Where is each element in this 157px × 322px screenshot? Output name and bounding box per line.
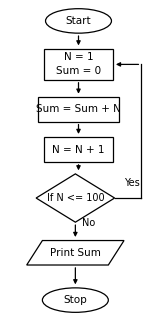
Text: No: No [82, 218, 95, 228]
Ellipse shape [46, 9, 111, 33]
Text: Stop: Stop [63, 295, 87, 305]
Text: Print Sum: Print Sum [50, 248, 101, 258]
Text: Sum = Sum + N: Sum = Sum + N [36, 104, 121, 115]
Bar [44, 137, 113, 162]
Text: If N <= 100: If N <= 100 [46, 193, 104, 203]
Bar [38, 97, 119, 122]
Text: N = N + 1: N = N + 1 [52, 145, 105, 155]
Bar [44, 49, 113, 80]
Text: N = 1
Sum = 0: N = 1 Sum = 0 [56, 52, 101, 76]
Polygon shape [36, 174, 115, 222]
Polygon shape [27, 241, 124, 265]
Ellipse shape [42, 288, 108, 312]
Text: Start: Start [66, 16, 91, 26]
Text: Yes: Yes [124, 178, 140, 188]
